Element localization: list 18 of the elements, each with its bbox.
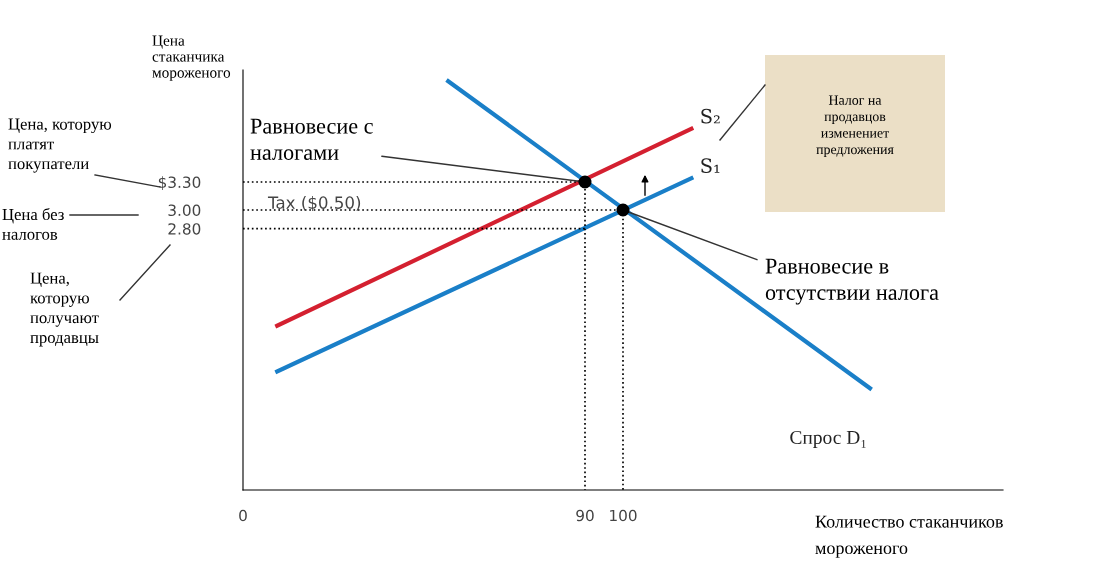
y-tick-label: 2.80 — [168, 223, 201, 235]
x-tick-label: 0 — [239, 509, 247, 522]
y-tick-label: $3.30 — [158, 176, 201, 191]
x-tick-label: 90 — [576, 509, 594, 522]
annotation: Равновесие в отсутствии налога — [765, 258, 939, 305]
text: Цена, которую получают продавцы — [30, 272, 99, 347]
annotation: Равновесие с налогами — [250, 118, 373, 160]
y-tick-label: 3.00 — [168, 204, 201, 217]
annotation: Налог на продавцов изменениет предложения — [816, 95, 894, 157]
text: Спрос D₁ — [790, 430, 866, 448]
text: Цена без налогов — [2, 208, 64, 240]
annotation: Tax ($0.50) — [267, 196, 361, 212]
text: Цена, которую платят покупатели — [8, 118, 112, 173]
series-label: S₁ — [701, 158, 720, 173]
y-axis-title: Цена стаканчика мороженого — [152, 35, 231, 81]
x-tick-label: 100 — [610, 509, 637, 522]
series-label: S₂ — [701, 108, 720, 124]
x-axis-title: Количество стаканчиков мороженого — [815, 515, 1003, 558]
